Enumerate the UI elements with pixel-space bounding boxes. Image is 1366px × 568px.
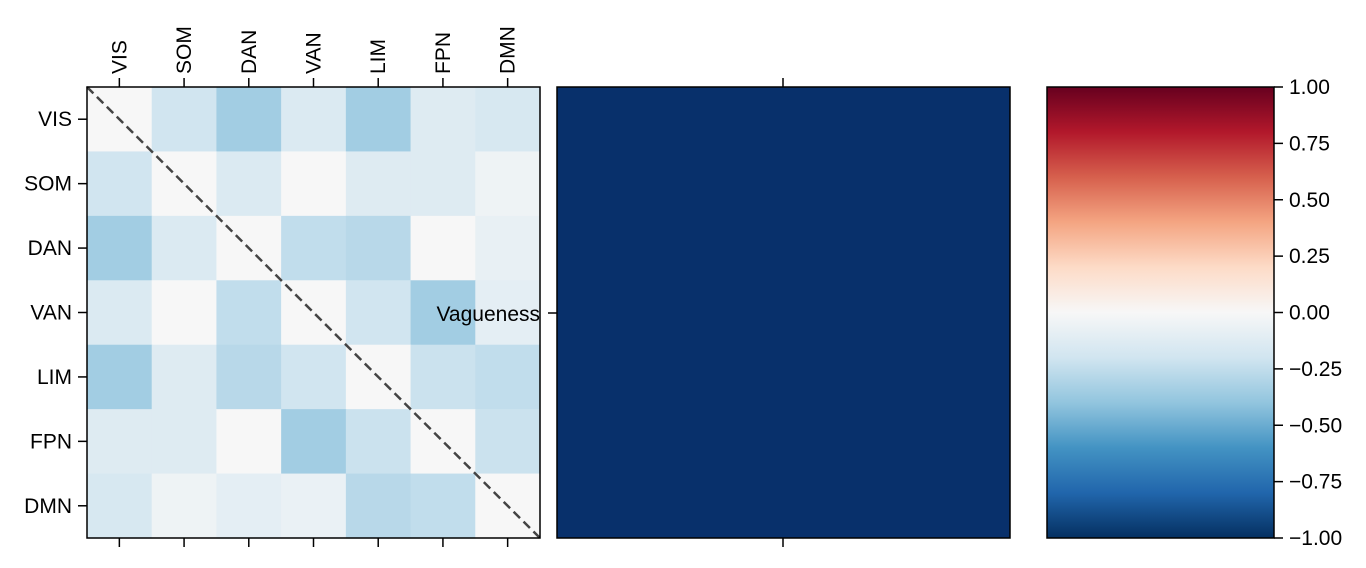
heatmap-cell: [475, 87, 541, 153]
left-tick-label: VIS: [38, 108, 72, 131]
colorbar-tick-label: −0.75: [1289, 471, 1342, 494]
heatmap-cell: [410, 280, 476, 346]
top-tick-label: VAN: [303, 32, 326, 74]
heatmap-cell: [216, 151, 282, 217]
heatmap-cell: [345, 87, 412, 153]
second-heatmap: Vagueness: [436, 78, 1011, 547]
heatmap-cell: [281, 344, 347, 410]
colorbar-tick-label: 0.00: [1289, 302, 1330, 325]
heatmap-cell: [410, 344, 476, 410]
heatmap-cell: [87, 280, 153, 346]
colorbar: 1.00 0.75 0.50 0.25 0.00 −0.25 −0.50 −0.75 −1.00: [1046, 76, 1342, 550]
heatmap-cell: [151, 473, 218, 539]
heatmap-cell: [87, 151, 153, 217]
second-heatmap-cell: [556, 86, 1011, 539]
top-tick-label: DMN: [497, 26, 520, 74]
heatmap-cell: [216, 473, 282, 539]
heatmap-cell: [475, 344, 541, 410]
heatmap-cell: [87, 473, 153, 539]
heatmap-cell: [410, 87, 476, 153]
heatmap-cell: [410, 473, 476, 539]
heatmap-cell: [281, 409, 347, 475]
left-tick-label: FPN: [30, 430, 72, 453]
colorbar-tick-label: 0.50: [1289, 189, 1330, 212]
colorbar-tick-label: 0.75: [1289, 132, 1330, 155]
left-tick-label: SOM: [24, 173, 72, 196]
heatmap-cell: [151, 215, 218, 281]
heatmap-cell: [87, 344, 153, 410]
heatmap-cell: [475, 215, 541, 281]
heatmap-cell: [87, 215, 153, 281]
left-tick-label: VAN: [30, 302, 72, 325]
heatmap-cell: [216, 280, 282, 346]
heatmap-cell: [345, 280, 412, 346]
colorbar-tick-label: −1.00: [1289, 527, 1342, 550]
colorbar-tick-label: 1.00: [1289, 76, 1330, 99]
heatmap-cell: [345, 409, 412, 475]
top-tick-label: DAN: [238, 30, 261, 74]
heatmap-cell: [345, 151, 412, 217]
diagonal-dashed-line: [86, 86, 541, 539]
heatmap-cell: [281, 87, 347, 153]
left-tick-label: LIM: [37, 366, 72, 389]
left-tick-label: DAN: [28, 237, 72, 260]
correlation-heatmap: VIS SOM DAN VAN LIM FPN DMN VIS SOM DAN VAN LIM FPN…: [24, 26, 541, 547]
heatmap-cell: [475, 280, 541, 346]
top-tick-label: SOM: [173, 26, 196, 74]
top-tick-label: FPN: [432, 32, 455, 74]
heatmap-cell: [345, 215, 412, 281]
heatmap-cell: [345, 473, 412, 539]
colorbar-tick-label: −0.25: [1289, 358, 1342, 381]
heatmap-cell: [151, 87, 218, 153]
colorbar-tick-label: 0.25: [1289, 245, 1330, 268]
top-tick-label: VIS: [108, 40, 131, 74]
heatmap-cell: [281, 473, 347, 539]
heatmap-cell: [281, 151, 347, 217]
heatmap-cell: [151, 409, 218, 475]
colorbar-gradient: [1046, 86, 1275, 539]
heatmap-cell: [216, 344, 282, 410]
heatmap-cell: [410, 215, 476, 281]
heatmap-cell: [216, 409, 282, 475]
top-tick-label: LIM: [367, 39, 390, 74]
colorbar-tick-label: −0.50: [1289, 414, 1342, 437]
heatmap-cell: [475, 409, 541, 475]
left-tick-label: DMN: [24, 495, 72, 518]
heatmap-cell: [281, 215, 347, 281]
heatmap-cell: [410, 151, 476, 217]
heatmap-cell: [151, 344, 218, 410]
heatmap-cell: [151, 280, 218, 346]
heatmap-cell: [216, 87, 282, 153]
heatmap-cell: [475, 151, 541, 217]
annotation-label: Vagueness: [436, 303, 540, 326]
heatmap-cell: [87, 409, 153, 475]
